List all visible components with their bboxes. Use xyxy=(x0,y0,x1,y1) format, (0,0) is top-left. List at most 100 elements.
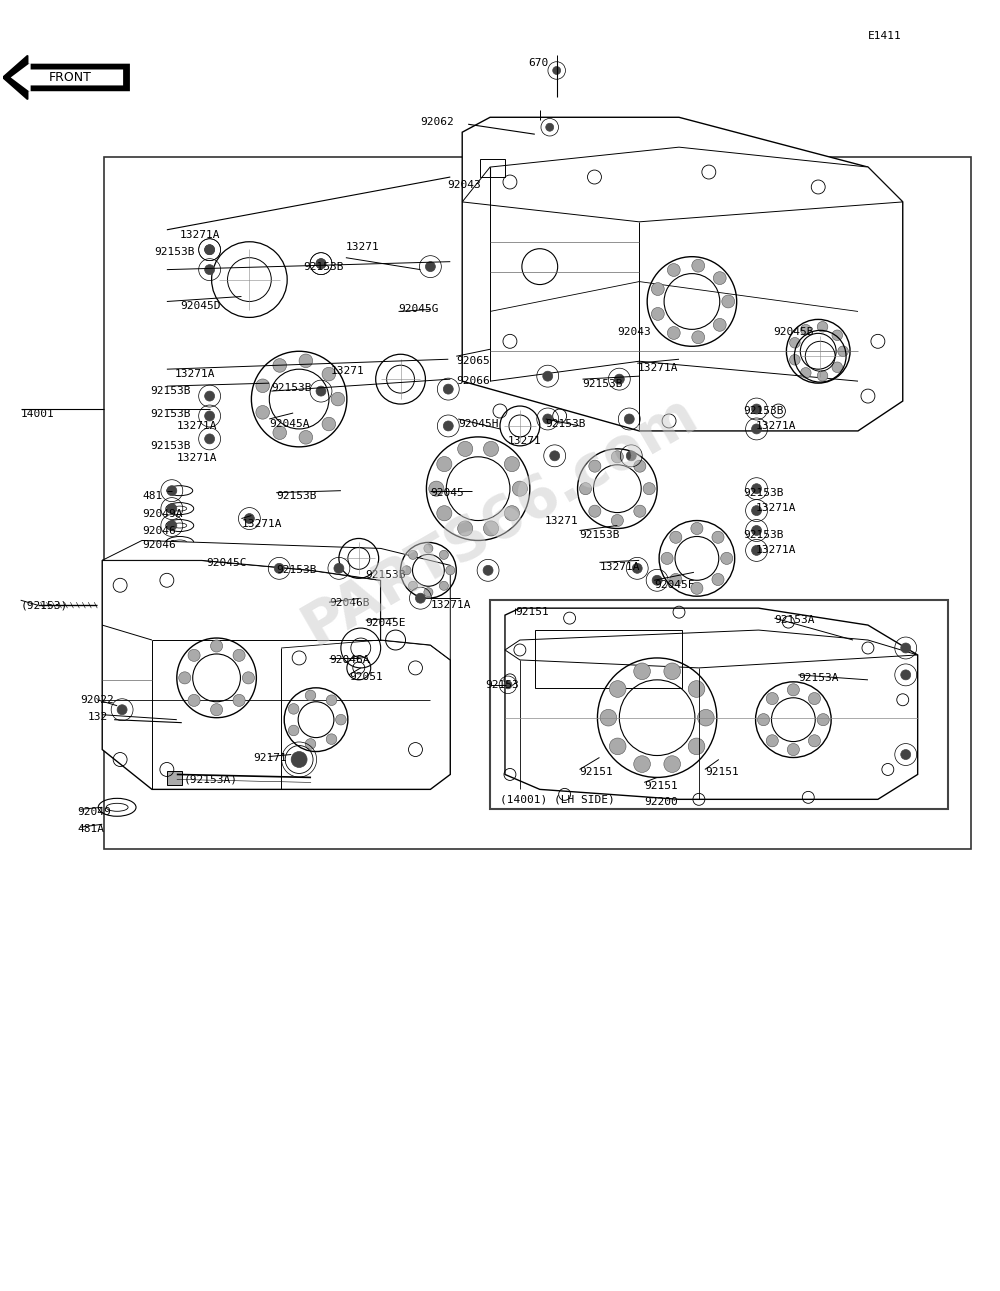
Circle shape xyxy=(766,692,778,705)
Circle shape xyxy=(901,750,911,759)
Circle shape xyxy=(632,563,642,573)
Circle shape xyxy=(288,704,299,714)
Text: 92200: 92200 xyxy=(644,798,678,807)
Text: 14001: 14001 xyxy=(21,409,54,420)
Circle shape xyxy=(553,67,561,75)
Circle shape xyxy=(752,506,762,515)
Circle shape xyxy=(316,386,326,396)
Circle shape xyxy=(752,404,762,414)
Circle shape xyxy=(651,307,664,320)
Circle shape xyxy=(550,451,560,461)
Circle shape xyxy=(589,460,601,473)
Circle shape xyxy=(713,319,726,332)
Text: 92045D: 92045D xyxy=(180,302,220,311)
Circle shape xyxy=(817,371,828,381)
Circle shape xyxy=(692,330,705,343)
Circle shape xyxy=(712,573,724,586)
Circle shape xyxy=(504,680,512,689)
Circle shape xyxy=(205,434,215,444)
Text: 92153B: 92153B xyxy=(276,491,317,501)
Circle shape xyxy=(402,565,411,574)
Text: 13271: 13271 xyxy=(508,436,542,445)
Text: PARTS66.com: PARTS66.com xyxy=(293,385,707,657)
Text: 13271A: 13271A xyxy=(175,369,215,380)
Polygon shape xyxy=(102,541,450,660)
Text: 92065: 92065 xyxy=(456,356,490,367)
Text: 92151: 92151 xyxy=(580,767,613,777)
Circle shape xyxy=(211,640,223,652)
Polygon shape xyxy=(462,147,903,222)
Circle shape xyxy=(408,581,417,590)
Circle shape xyxy=(291,751,307,767)
Text: 481: 481 xyxy=(142,491,162,501)
Polygon shape xyxy=(505,630,918,667)
Text: 92045G: 92045G xyxy=(399,305,439,315)
Text: E1411: E1411 xyxy=(868,31,902,40)
Circle shape xyxy=(443,385,453,394)
Circle shape xyxy=(504,506,519,520)
Circle shape xyxy=(305,738,316,749)
Circle shape xyxy=(790,355,800,365)
Text: 92051: 92051 xyxy=(349,671,383,682)
Circle shape xyxy=(722,296,735,309)
Text: 92045H: 92045H xyxy=(458,420,499,429)
Circle shape xyxy=(713,271,726,284)
Circle shape xyxy=(579,483,592,494)
Circle shape xyxy=(757,714,770,726)
Circle shape xyxy=(752,525,762,536)
Text: 13271A: 13271A xyxy=(180,230,220,240)
Text: 13271A: 13271A xyxy=(637,363,678,373)
Circle shape xyxy=(787,744,799,755)
Text: 13271: 13271 xyxy=(331,367,365,376)
Circle shape xyxy=(322,368,336,381)
Circle shape xyxy=(305,691,316,701)
Polygon shape xyxy=(505,608,918,799)
Text: 92045C: 92045C xyxy=(207,559,247,568)
Text: 13271A: 13271A xyxy=(430,600,471,611)
Circle shape xyxy=(766,735,778,747)
Circle shape xyxy=(179,671,191,684)
Text: 92046B: 92046B xyxy=(329,598,369,608)
Polygon shape xyxy=(11,62,123,93)
Circle shape xyxy=(256,405,269,420)
Circle shape xyxy=(752,545,762,555)
Circle shape xyxy=(273,359,287,372)
Bar xyxy=(480,159,505,177)
Text: 92153B: 92153B xyxy=(580,531,620,541)
Circle shape xyxy=(817,714,829,726)
Text: 92153B: 92153B xyxy=(150,442,190,451)
Circle shape xyxy=(512,482,527,496)
Circle shape xyxy=(429,482,444,496)
Text: 92153B: 92153B xyxy=(150,386,190,396)
Circle shape xyxy=(331,392,345,405)
Circle shape xyxy=(611,451,623,463)
Circle shape xyxy=(415,594,425,603)
Text: 13271A: 13271A xyxy=(599,563,640,572)
Circle shape xyxy=(652,576,662,585)
Circle shape xyxy=(688,680,705,697)
Text: 92153B: 92153B xyxy=(276,565,317,576)
Circle shape xyxy=(752,423,762,434)
Text: (92153A): (92153A) xyxy=(184,775,238,785)
Circle shape xyxy=(483,565,493,576)
Circle shape xyxy=(424,544,433,553)
Circle shape xyxy=(288,726,299,736)
Text: 13271A: 13271A xyxy=(756,545,796,555)
Text: 92151: 92151 xyxy=(644,781,678,791)
Circle shape xyxy=(712,531,724,544)
Circle shape xyxy=(205,391,215,402)
Circle shape xyxy=(437,457,452,471)
Circle shape xyxy=(425,262,435,271)
Circle shape xyxy=(334,563,344,573)
Text: 92151: 92151 xyxy=(515,607,549,617)
Bar xyxy=(535,630,682,688)
Circle shape xyxy=(439,550,448,559)
Text: 481A: 481A xyxy=(77,824,104,834)
Circle shape xyxy=(661,553,673,564)
Text: 92153B: 92153B xyxy=(583,380,623,389)
Circle shape xyxy=(634,664,650,679)
Circle shape xyxy=(408,550,417,559)
Circle shape xyxy=(790,337,800,349)
Text: 92066: 92066 xyxy=(456,376,490,386)
Circle shape xyxy=(205,265,215,275)
